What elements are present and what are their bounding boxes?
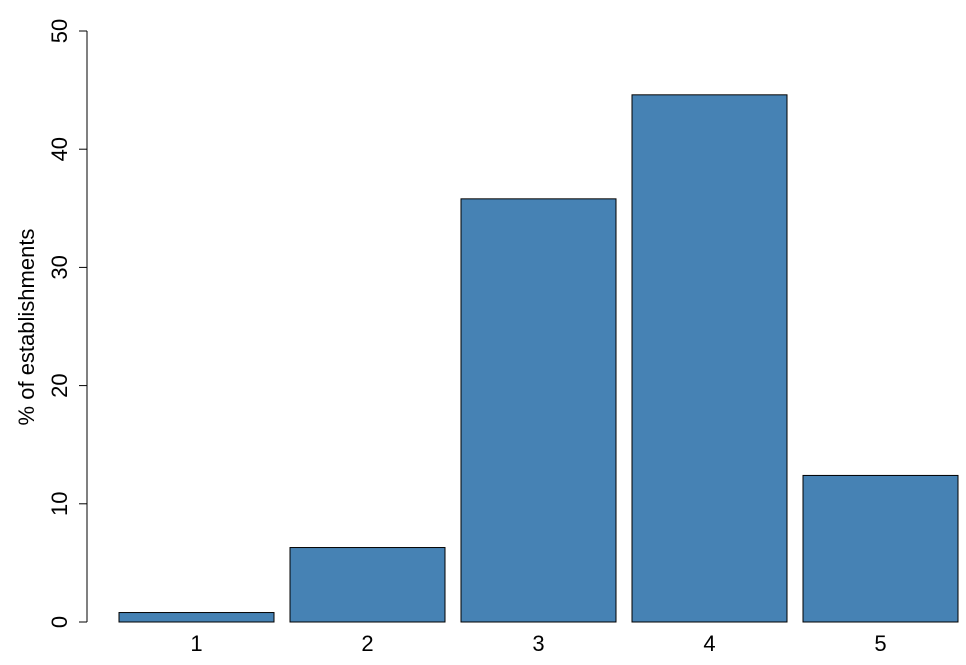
y-tick-label: 40 (47, 137, 72, 161)
y-tick-label: 0 (47, 616, 72, 628)
bar-1 (118, 612, 275, 623)
x-tick-label: 5 (874, 631, 886, 656)
bar-5 (802, 474, 959, 623)
x-tick-label: 2 (361, 631, 373, 656)
x-tick-label: 4 (703, 631, 715, 656)
x-tick-label: 1 (190, 631, 202, 656)
y-axis: 0 10 20 30 40 50 (47, 19, 88, 628)
y-axis-label: % of establishments (14, 229, 39, 426)
bar-2 (289, 547, 446, 623)
x-tick-label: 3 (532, 631, 544, 656)
bar-3 (460, 198, 617, 623)
y-tick-label: 10 (47, 492, 72, 516)
bars (118, 94, 959, 623)
y-tick-label: 30 (47, 255, 72, 279)
x-tick-labels: 1 2 3 4 5 (190, 631, 886, 656)
y-tick-label: 50 (47, 19, 72, 43)
bar-4 (631, 94, 788, 623)
y-tick-label: 20 (47, 373, 72, 397)
